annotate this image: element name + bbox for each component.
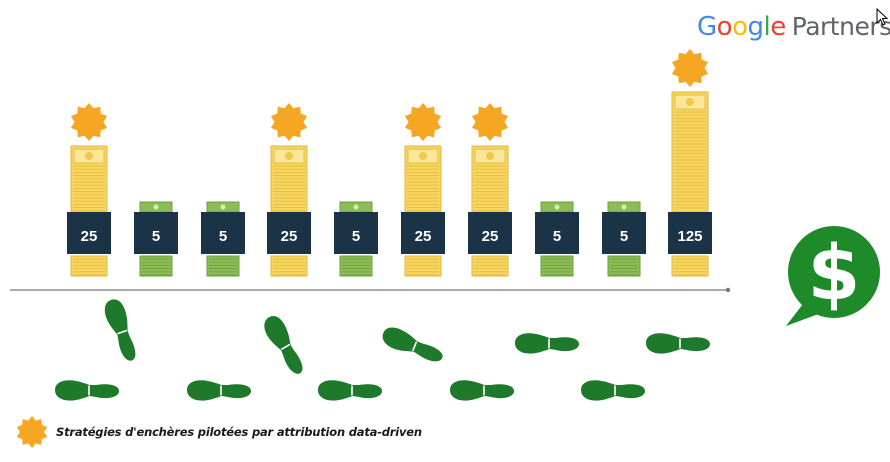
logo-letter: o (716, 12, 733, 42)
gold-badge-icon (16, 416, 48, 448)
value-label: 25 (81, 228, 98, 245)
value-column: 125 (668, 49, 712, 277)
value-column: 25 (401, 103, 445, 277)
value-label: 5 (152, 228, 160, 245)
footprint (100, 295, 143, 365)
value-box (67, 212, 111, 254)
footprint (514, 332, 580, 355)
dollar-symbol: $ (808, 228, 861, 317)
google-partners-logo: Google Partners (697, 12, 890, 42)
bill-emblem-icon (353, 204, 359, 210)
gold-badge-icon (16, 416, 48, 448)
value-box (401, 212, 445, 254)
gold-badge-icon (471, 103, 509, 141)
value-label: 5 (620, 228, 628, 245)
gold-badge-icon (70, 103, 108, 141)
bill-stack-base (270, 255, 308, 277)
bill-stack-base (471, 255, 509, 277)
value-label: 25 (281, 228, 298, 245)
value-box (134, 212, 178, 254)
value-box (334, 212, 378, 254)
logo-letter: G (697, 12, 717, 42)
value-box (535, 212, 579, 254)
value-box (468, 212, 512, 254)
logo-letter: l (763, 12, 771, 42)
bill-stack-base (671, 255, 709, 277)
value-column: 25 (67, 103, 111, 277)
gold-badge-icon (270, 103, 308, 141)
bill-stack-base (607, 255, 641, 277)
footprint (186, 379, 252, 402)
bill-emblem-icon (621, 204, 627, 210)
value-column: 5 (602, 201, 646, 277)
bill-emblem-icon (686, 98, 694, 106)
logo-partners-text: Partners (791, 12, 890, 41)
value-label: 25 (415, 228, 432, 245)
value-column: 25 (267, 103, 311, 277)
value-label: 5 (553, 228, 561, 245)
logo-letter: g (747, 12, 765, 42)
dollar-speech-bubble-icon: $ (786, 226, 880, 326)
value-box (267, 212, 311, 254)
logo-letter: e (770, 12, 786, 42)
value-column: 5 (334, 201, 378, 277)
bill-emblem-icon (153, 204, 159, 210)
bill-emblem-icon (419, 152, 427, 160)
customer-footprints (54, 295, 711, 402)
value-box (602, 212, 646, 254)
timeline-end-dot (725, 287, 731, 293)
footprint (580, 379, 646, 402)
mouse-cursor-icon (876, 8, 888, 26)
value-column: 5 (201, 201, 245, 277)
bill-stack-base (139, 255, 173, 277)
bill-emblem-icon (486, 152, 494, 160)
value-label: 5 (219, 228, 227, 245)
bill-stack (671, 91, 709, 213)
footprint (645, 332, 711, 355)
bill-emblem-icon (220, 204, 226, 210)
bill-stack-base (404, 255, 442, 277)
value-box (201, 212, 245, 254)
bill-stack-base (206, 255, 240, 277)
footprint (378, 323, 448, 368)
value-box (668, 212, 712, 254)
value-column: 5 (134, 201, 178, 277)
value-label: 125 (677, 228, 702, 245)
logo-letter: o (732, 12, 748, 42)
value-label: 5 (352, 228, 360, 245)
bill-stack-base (540, 255, 574, 277)
value-column: 5 (535, 201, 579, 277)
footprint (259, 311, 311, 379)
legend: Stratégies d'enchères pilotées par attri… (16, 416, 422, 448)
footprint (317, 379, 383, 402)
bill-stack-base (70, 255, 108, 277)
legend-text: Stratégies d'enchères pilotées par attri… (56, 425, 422, 439)
footprint (449, 379, 515, 402)
bill-emblem-icon (285, 152, 293, 160)
gold-badge-icon (671, 49, 709, 87)
bill-emblem-icon (554, 204, 560, 210)
bill-stack-base (339, 255, 373, 277)
footprint (54, 379, 120, 402)
value-label: 25 (482, 228, 499, 245)
gold-badge-icon (404, 103, 442, 141)
bill-emblem-icon (85, 152, 93, 160)
value-column: 25 (468, 103, 512, 277)
